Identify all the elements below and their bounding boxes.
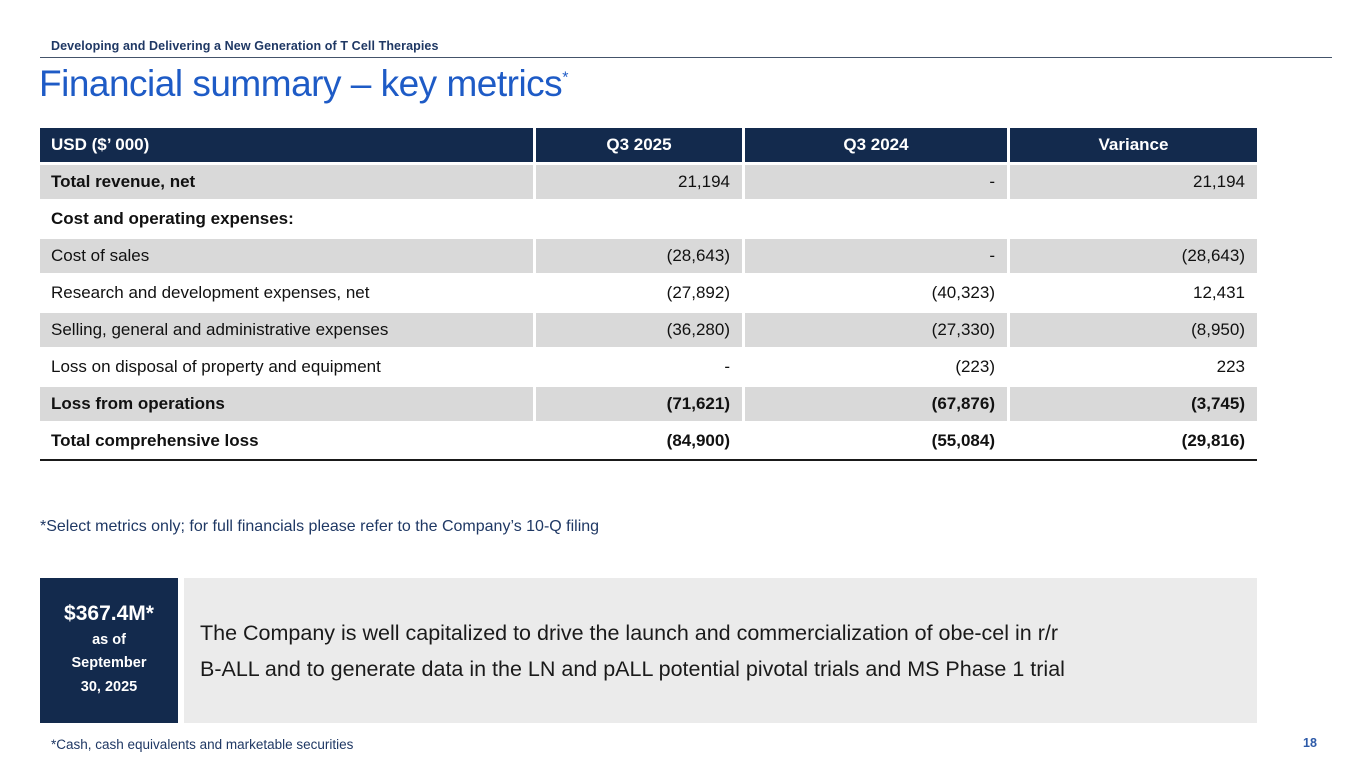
page-title-superscript: * [562,69,568,87]
table-row-label: Selling, general and administrative expe… [40,313,533,347]
cash-amount: $367.4M* [64,602,154,626]
table-row-value: (36,280) [536,313,742,347]
table-row-label: Cost and operating expenses: [51,209,294,228]
table-row-value: (28,643) [1010,239,1257,273]
table-footnote: *Select metrics only; for full financial… [40,518,600,535]
table-row-value: (27,892) [666,283,730,302]
table-header-usd: USD ($’ 000) [40,128,533,162]
table-header-variance: Variance [1010,128,1257,162]
table-header-q3-2024: Q3 2024 [745,128,1007,162]
table-row-label: Loss on disposal of property and equipme… [51,357,381,376]
callout-text-line-2: B-ALL and to generate data in the LN and… [200,656,1065,681]
table-row-value: (55,084) [931,431,995,450]
table-row-value: (223) [955,357,995,376]
table-row-value: (3,745) [1010,387,1257,421]
table-bottom-rule [40,459,1257,461]
table-row-label: Cost of sales [40,239,533,273]
table-row-value: 223 [1216,357,1245,376]
cash-footnote: *Cash, cash equivalents and marketable s… [51,737,354,752]
table-row-label: Loss from operations [40,387,533,421]
table-row-value: (28,643) [536,239,742,273]
table-row-value: (71,621) [536,387,742,421]
table-row-value: (29,816) [1181,431,1245,450]
table-row-value: - [724,357,730,376]
table-row-value: - [745,239,1007,273]
table-row-value: 21,194 [536,165,742,199]
table-row-value: 21,194 [1010,165,1257,199]
slide-eyebrow: Developing and Delivering a New Generati… [51,39,439,53]
callout-text-line-1: The Company is well capitalized to drive… [200,620,1059,645]
table-row-value [536,202,742,236]
table-row-label: Research and development expenses, net [51,283,370,302]
page-number: 18 [1303,736,1317,750]
table-row-label: Total comprehensive loss [51,431,259,450]
page-title: Financial summary – key metrics* [39,63,568,105]
table-row-value [1010,202,1257,236]
table-row-value: (84,900) [666,431,730,450]
table-row-value: (8,950) [1010,313,1257,347]
table-row-value: (27,330) [745,313,1007,347]
table-row-label: Total revenue, net [40,165,533,199]
table-row-value: (40,323) [931,283,995,302]
cash-asof-line-2: September [71,655,147,672]
table-row-value: (67,876) [745,387,1007,421]
cash-asof-line-3: 30, 2025 [80,678,138,695]
cash-amount-box: $367.4M* as of September 30, 2025 [40,578,178,723]
capitalization-callout: The Company is well capitalized to drive… [184,578,1257,723]
header-divider [40,57,1332,58]
cash-asof-line-1: as of [92,632,126,649]
financial-table: USD ($’ 000) Q3 2025 Q3 2024 Variance Total … [40,128,1257,458]
table-header-q3-2025: Q3 2025 [536,128,742,162]
table-row-value [745,202,1007,236]
table-row-value: - [745,165,1007,199]
page-title-text: Financial summary – key metrics [39,63,563,104]
table-row-value: 12,431 [1193,283,1245,302]
